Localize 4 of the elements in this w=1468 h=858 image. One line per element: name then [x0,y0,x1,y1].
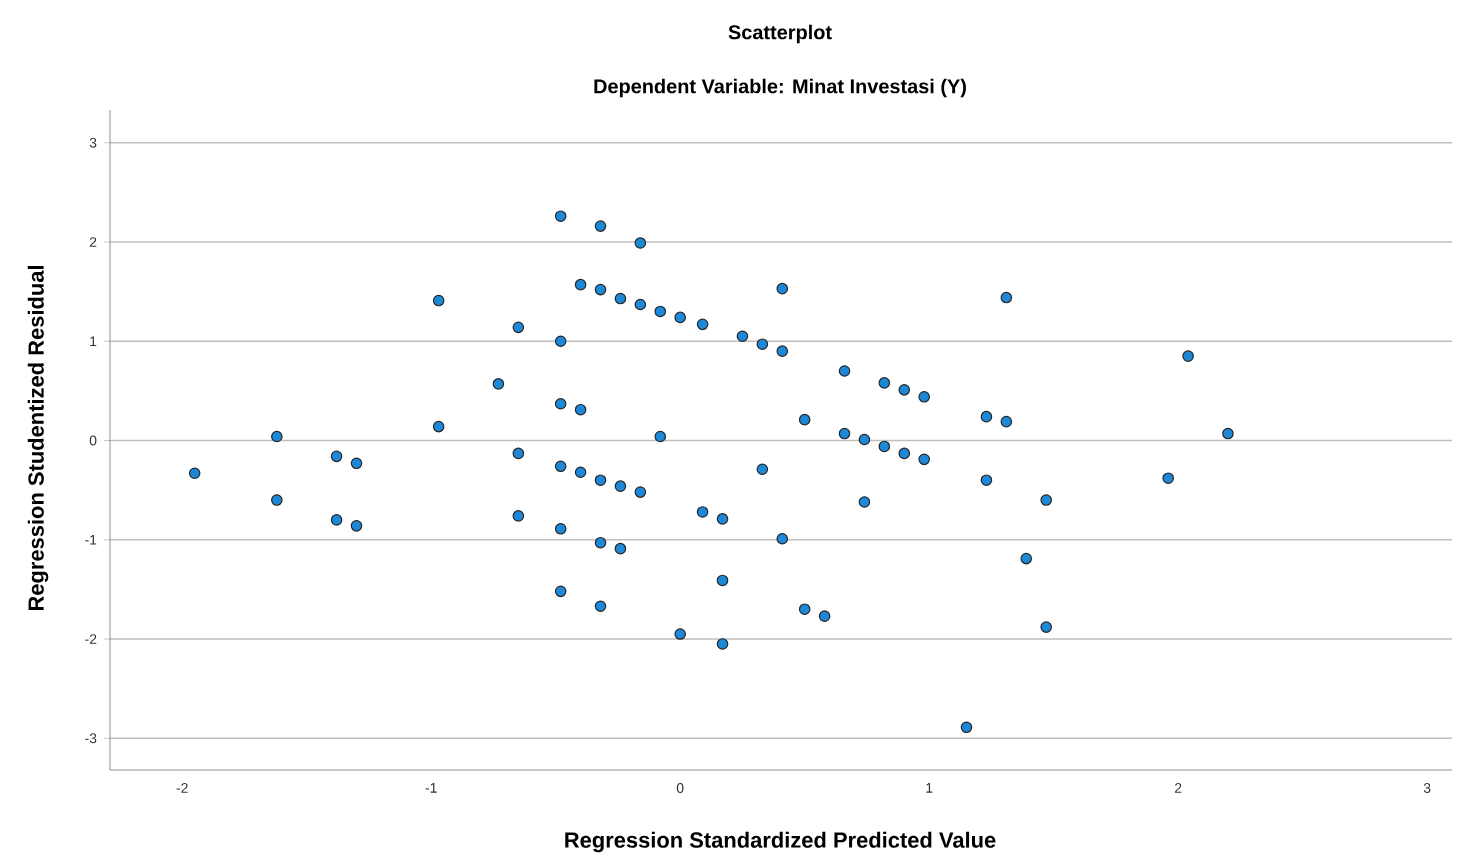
chart-title: Scatterplot [728,24,832,43]
x-axis-title: Regression Standardized Predicted Value [565,831,996,852]
chart-subtitle: Dependent Variable: Minat Investasi (Y) [594,78,966,97]
y-axis-title: Regression Studentized Residual [27,265,49,610]
